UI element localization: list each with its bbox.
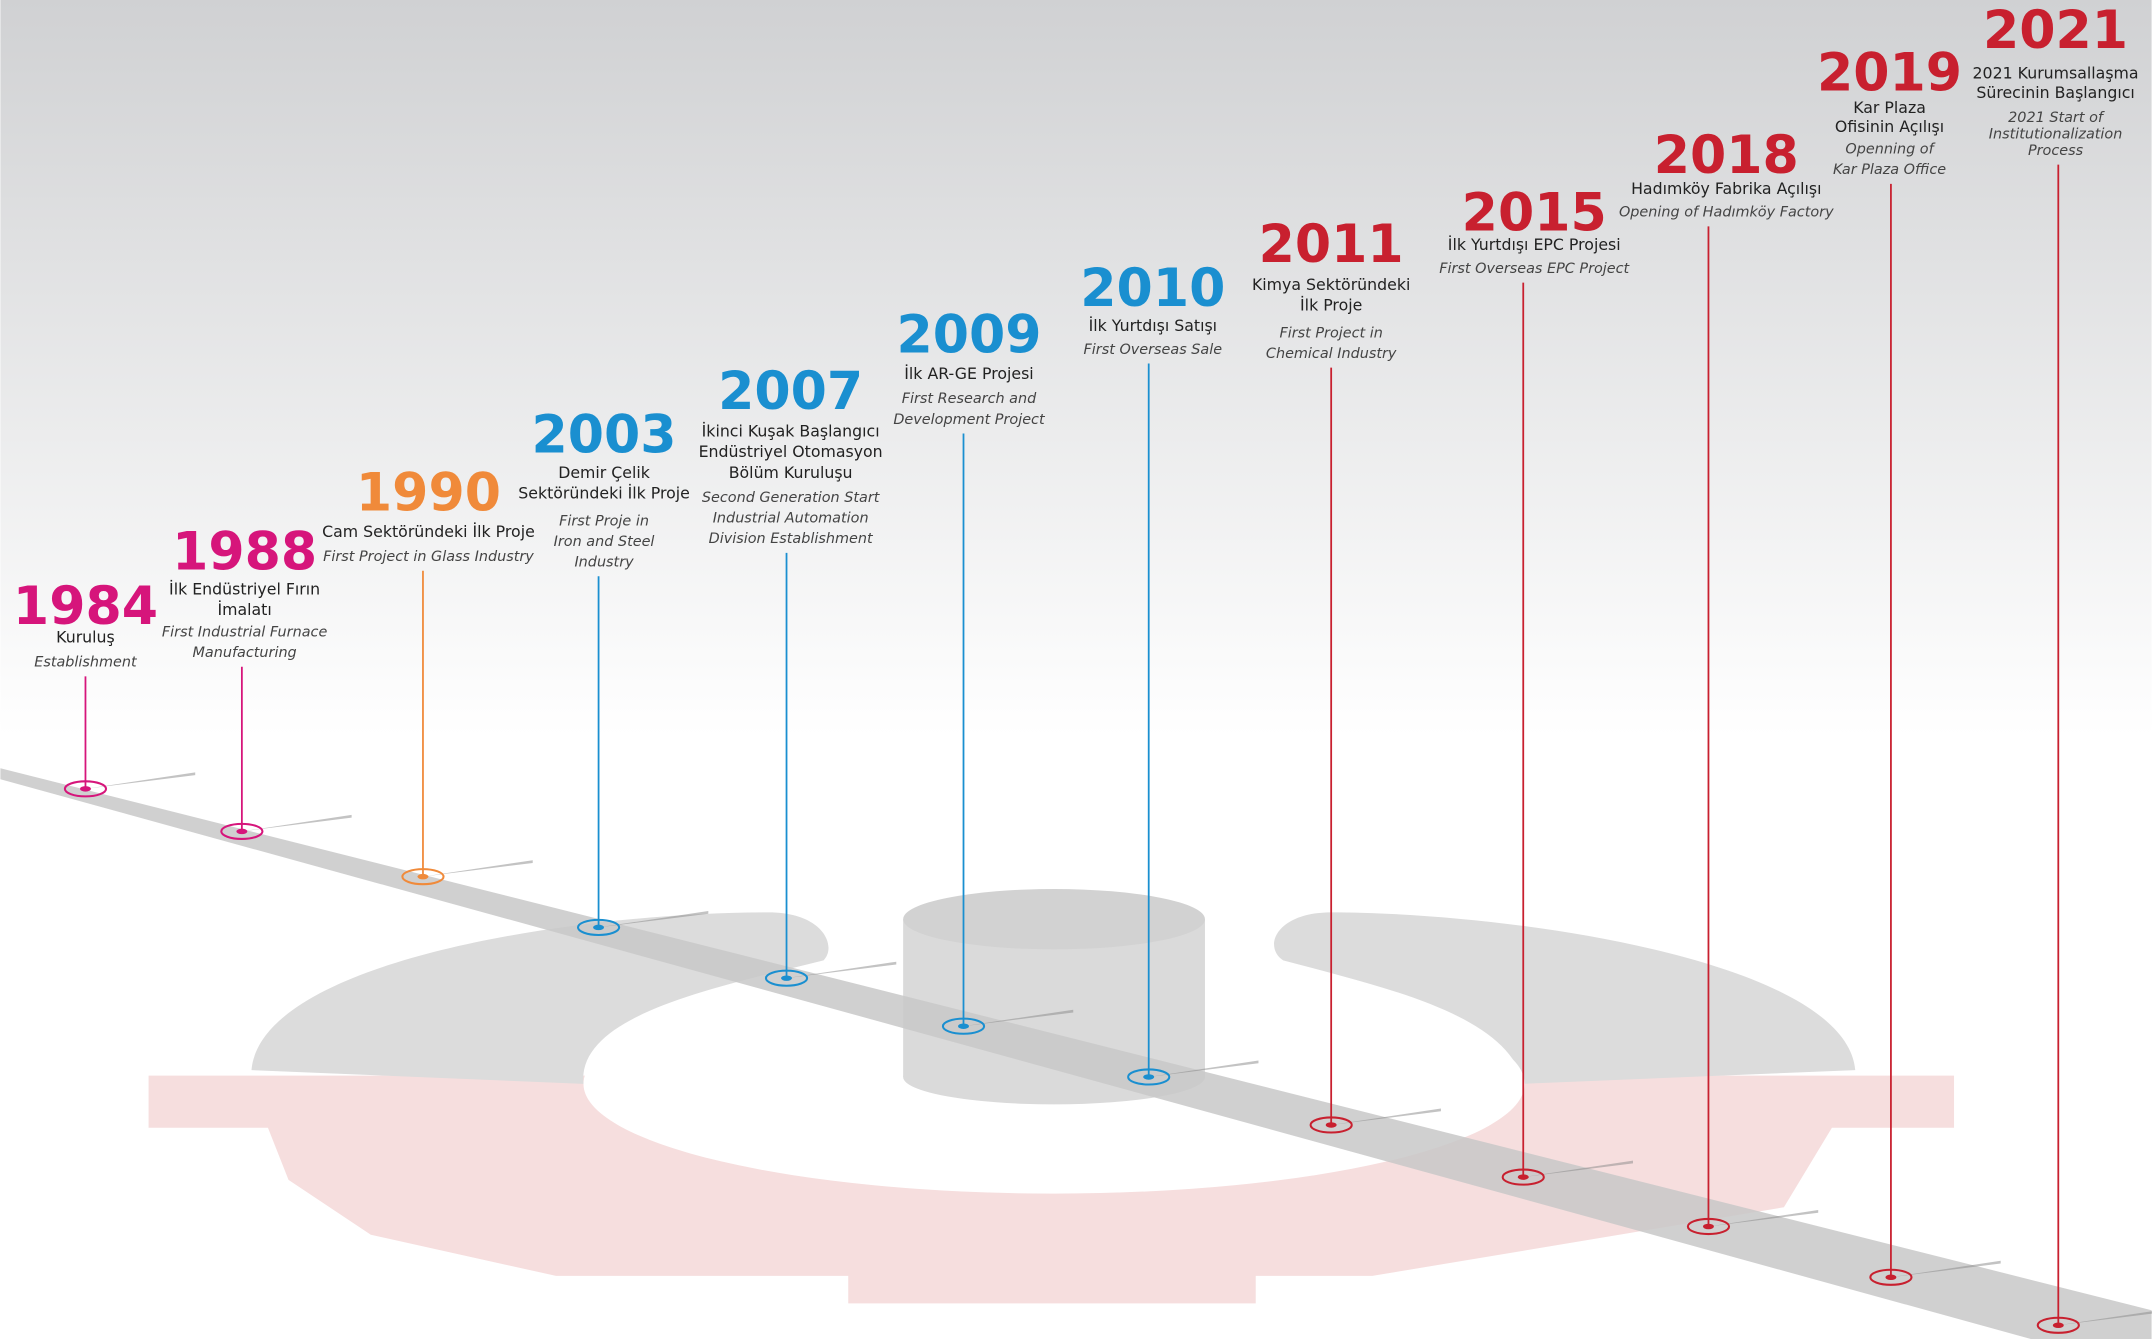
marker-dot	[1885, 1275, 1896, 1280]
event-subtitle: First Project in Glass Industry	[323, 549, 534, 565]
event-title: Endüstriyel Otomasyon	[699, 442, 883, 461]
event-year: 2018	[1654, 126, 1799, 186]
event-year: 2009	[896, 306, 1041, 366]
event-title: Hadımköy Fabrika Açılışı	[1631, 179, 1821, 198]
marker-dot	[1143, 1074, 1154, 1079]
event-year: 1988	[172, 522, 317, 582]
marker-dot	[1518, 1174, 1529, 1179]
timeline: 1984KuruluşEstablishment1988İlk Endüstri…	[0, 0, 2152, 1339]
event-title: İkinci Kuşak Başlangıcı	[702, 422, 880, 441]
event-subtitle: Development Project	[893, 412, 1046, 428]
event-subtitle: Manufacturing	[193, 645, 297, 661]
marker-dot	[781, 975, 792, 980]
event-title: İlk AR-GE Projesi	[904, 364, 1033, 383]
event-title: 2021 Kurumsallaşma	[1973, 64, 2139, 83]
marker-dot	[958, 1023, 969, 1028]
event-subtitle: First Overseas EPC Project	[1439, 261, 1630, 277]
event-year: 2021	[1983, 1, 2128, 61]
event-title: Kar Plaza	[1853, 98, 1926, 117]
event-subtitle: Chemical Industry	[1266, 346, 1397, 362]
event-title: İlk Yurtdışı Satışı	[1089, 316, 1217, 335]
event-subtitle: 2021 Start of	[2008, 110, 2105, 126]
marker-dot	[2053, 1323, 2064, 1328]
event-year: 1990	[356, 463, 501, 523]
marker-dot	[1326, 1122, 1337, 1127]
event-title: Ofisinin Açılışı	[1835, 117, 1944, 136]
event-subtitle: First Industrial Furnace	[162, 624, 328, 640]
event-title: Cam Sektöründeki İlk Proje	[322, 522, 535, 541]
event-subtitle: First Proje in	[559, 513, 649, 529]
event-subtitle: First Project in	[1279, 325, 1382, 341]
event-year: 2003	[532, 406, 677, 466]
event-subtitle: Second Generation Start	[702, 490, 881, 506]
event-title: İmalatı	[217, 600, 271, 619]
event-subtitle: Institutionalization	[1989, 126, 2123, 142]
event-year: 2019	[1817, 44, 1962, 104]
marker-dot	[1703, 1224, 1714, 1229]
event-subtitle: Industrial Automation	[713, 511, 869, 527]
event-subtitle: Process	[2028, 143, 2084, 159]
page: 1984KuruluşEstablishment1988İlk Endüstri…	[0, 0, 2152, 1339]
event-subtitle: Division Establishment	[709, 531, 874, 547]
event-subtitle: Industry	[574, 554, 634, 570]
event-subtitle: Establishment	[34, 655, 138, 671]
event-subtitle: Openning of	[1845, 142, 1935, 158]
event-title: Bölüm Kuruluşu	[729, 463, 853, 482]
event-title: Kuruluş	[56, 627, 115, 646]
marker-dot	[236, 829, 247, 834]
event-subtitle: First Overseas Sale	[1084, 342, 1223, 358]
event-year: 2011	[1259, 215, 1404, 275]
event-year: 2007	[718, 362, 863, 422]
marker-dot	[80, 786, 91, 791]
event-title: Sürecinin Başlangıcı	[1976, 83, 2134, 102]
event-title: İlk Yurtdışı EPC Projesi	[1448, 235, 1621, 254]
event-title: Sektöründeki İlk Proje	[518, 483, 690, 502]
event-title: İlk Endüstriyel Fırın	[169, 579, 320, 598]
event-subtitle: First Research and	[902, 391, 1037, 407]
event-title: Kimya Sektöründeki	[1252, 275, 1410, 294]
event-subtitle: Iron and Steel	[554, 534, 655, 550]
event-subtitle: Opening of Hadımköy Factory	[1619, 205, 1834, 221]
event-year: 2010	[1080, 259, 1225, 319]
event-title: Demir Çelik	[558, 463, 651, 482]
event-title: İlk Proje	[1300, 295, 1362, 314]
event-subtitle: Kar Plaza Office	[1833, 162, 1946, 178]
marker-dot	[593, 925, 604, 930]
marker-dot	[417, 874, 428, 879]
